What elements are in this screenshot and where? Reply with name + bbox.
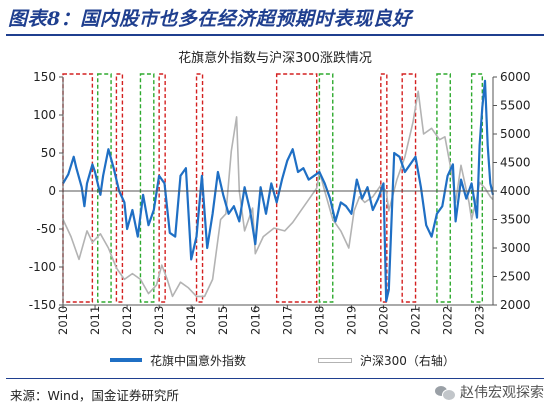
highlight-period-1 xyxy=(97,73,112,303)
x-tick-label-11: 2021 xyxy=(409,306,423,335)
wechat-icon xyxy=(435,384,456,401)
right-tick-label-0: 2000 xyxy=(500,298,531,312)
legend-swatch-surprise-index xyxy=(110,358,142,362)
right-tick-label-7: 5500 xyxy=(500,99,531,113)
left-tick-label-0: -150 xyxy=(29,298,56,312)
x-tick-label-2: 2012 xyxy=(120,306,134,335)
highlight-period-2 xyxy=(115,73,124,303)
right-tick-label-6: 5000 xyxy=(500,127,531,141)
chart-title: 花旗意外指数与沪深300涨跌情况 xyxy=(178,51,372,66)
series-line-surprise-index xyxy=(62,79,495,303)
right-tick-label-8: 6000 xyxy=(500,70,531,84)
left-tick-label-3: 0 xyxy=(48,184,56,198)
highlight-period-6 xyxy=(275,73,318,303)
x-tick-label-9: 2019 xyxy=(344,306,358,335)
figure-title: 图表8：国内股市也多在经济超预期时表现良好 xyxy=(8,8,412,30)
watermark-text: 赵伟宏观探索 xyxy=(460,385,544,401)
right-tick-label-5: 4500 xyxy=(500,156,531,170)
left-tick-label-2: -50 xyxy=(36,222,56,236)
x-tick-label-3: 2013 xyxy=(152,306,166,335)
chart-legend: 花旗中国意外指数 沪深300（右轴） xyxy=(0,349,550,371)
right-tick-label-2: 3000 xyxy=(500,241,531,255)
highlight-period-9 xyxy=(401,73,417,303)
header-divider xyxy=(6,34,544,36)
legend-item-surprise-index: 花旗中国意外指数 xyxy=(110,349,246,371)
x-tick-label-13: 2023 xyxy=(473,306,487,335)
left-tick-label-1: -100 xyxy=(29,260,56,274)
right-tick-label-3: 3500 xyxy=(500,213,531,227)
right-tick-label-4: 4000 xyxy=(500,184,531,198)
x-tick-label-4: 2014 xyxy=(184,306,198,335)
right-tick-label-1: 2500 xyxy=(500,270,531,284)
legend-swatch-csi300 xyxy=(318,357,352,363)
x-tick-label-1: 2011 xyxy=(88,306,102,335)
x-tick-label-6: 2016 xyxy=(248,306,262,335)
series-line-csi300 xyxy=(62,90,494,298)
report-header: 图表8：国内股市也多在经济超预期时表现良好 xyxy=(0,0,550,38)
highlight-period-3 xyxy=(139,73,155,303)
source-note: 来源：Wind，国金证券研究所 xyxy=(10,388,179,403)
left-tick-label-4: 50 xyxy=(41,146,56,160)
x-tick-label-0: 2010 xyxy=(56,306,70,335)
highlight-period-11 xyxy=(470,73,484,303)
legend-label-csi300: 沪深300（右轴） xyxy=(360,353,455,368)
source-divider xyxy=(6,378,544,379)
x-tick-label-12: 2022 xyxy=(441,306,455,335)
x-tick-label-8: 2018 xyxy=(312,306,326,335)
highlight-period-0 xyxy=(62,73,94,303)
highlight-period-7 xyxy=(318,73,334,303)
watermark: 赵伟宏观探索 xyxy=(435,382,544,402)
x-tick-label-10: 2020 xyxy=(376,306,390,335)
x-tick-label-7: 2017 xyxy=(280,306,294,335)
legend-label-surprise-index: 花旗中国意外指数 xyxy=(150,353,247,368)
left-tick-label-5: 100 xyxy=(33,108,56,122)
x-tick-label-5: 2015 xyxy=(216,306,230,335)
highlight-period-10 xyxy=(436,73,451,303)
left-tick-label-6: 150 xyxy=(33,70,56,84)
legend-item-csi300: 沪深300（右轴） xyxy=(318,349,455,371)
